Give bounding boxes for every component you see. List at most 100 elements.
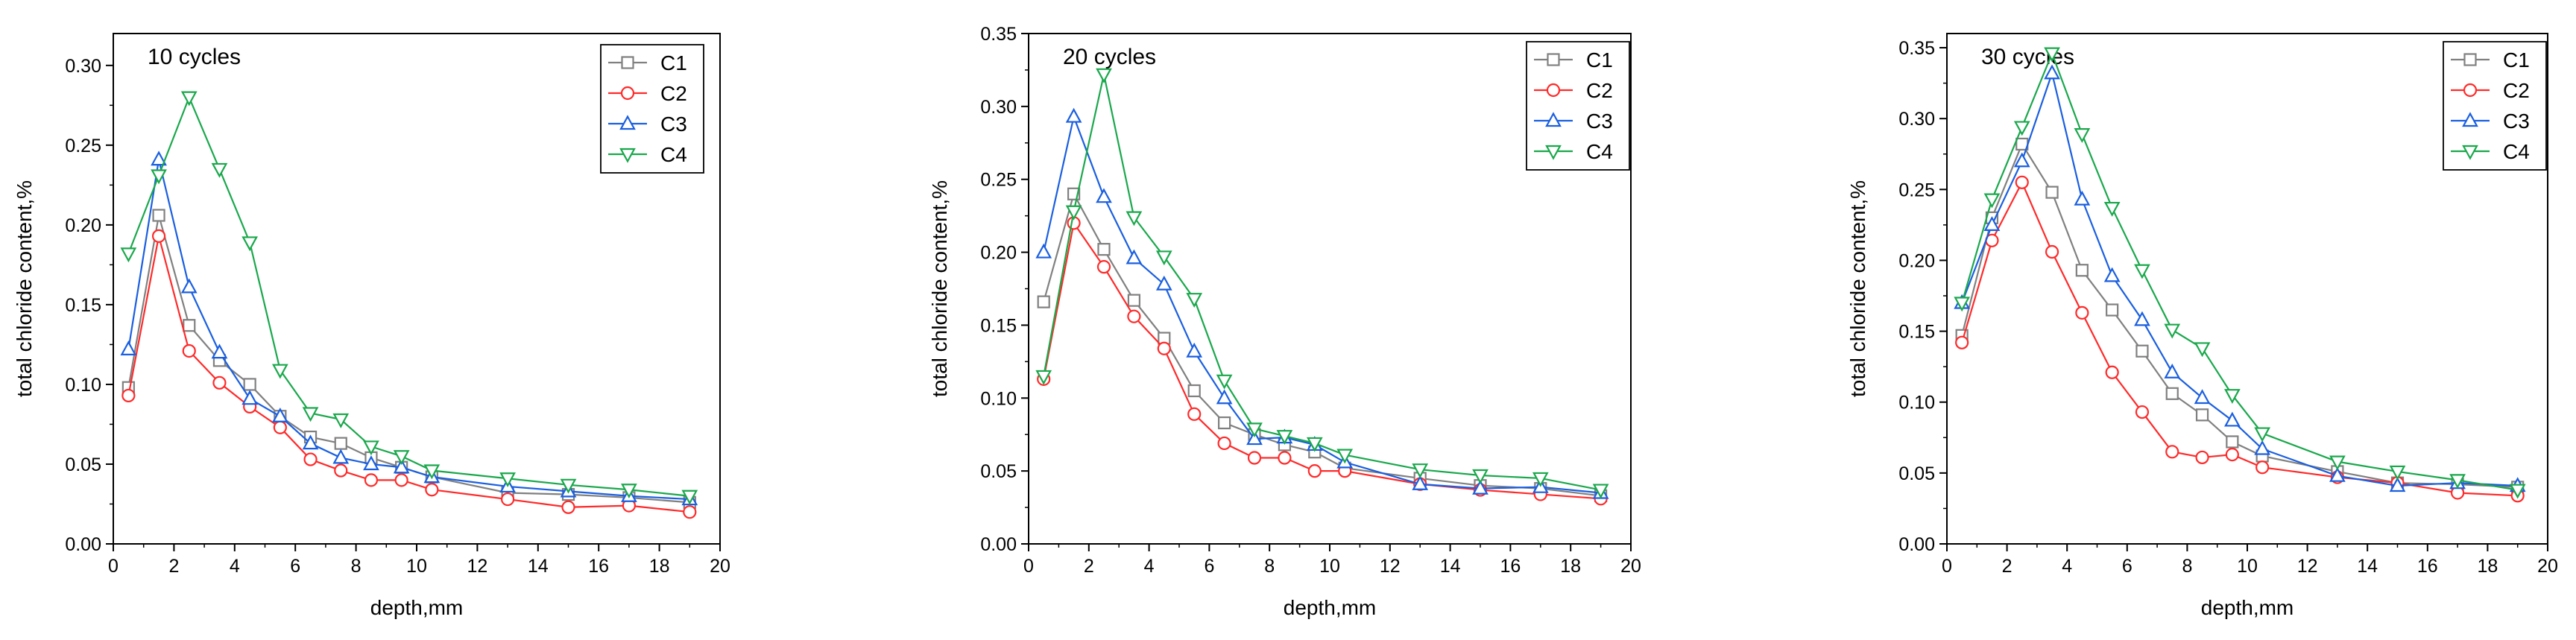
data-point <box>423 464 441 480</box>
data-point <box>1186 342 1203 358</box>
data-point <box>1217 416 1231 430</box>
data-point <box>1037 295 1050 308</box>
legend-label-C2: C2 <box>1586 79 1613 102</box>
data-point <box>1412 475 1429 490</box>
data-point <box>1983 216 2001 231</box>
data-point <box>2103 201 2121 217</box>
data-point <box>2105 365 2119 379</box>
data-point <box>2015 175 2029 189</box>
data-point <box>121 388 136 403</box>
legend-marker-C1 <box>1547 53 1560 66</box>
data-point <box>1155 275 1172 291</box>
data-point <box>1247 451 1262 465</box>
data-point <box>211 162 228 178</box>
data-point <box>2164 323 2181 339</box>
data-point <box>363 455 379 471</box>
data-point <box>1187 384 1201 398</box>
x-tick-label: 10 <box>406 556 427 577</box>
data-point <box>393 450 410 466</box>
chart-title: 10 cycles <box>148 45 241 69</box>
data-point <box>211 343 228 359</box>
data-point <box>1127 309 1141 323</box>
legend-label-C1: C1 <box>660 51 687 75</box>
data-point <box>2223 411 2241 427</box>
data-point <box>363 440 379 456</box>
data-point <box>182 343 196 358</box>
y-tick-label: 0.30 <box>1898 109 1935 130</box>
y-axis-label: total chloride content,% <box>1846 180 1869 397</box>
data-point <box>2164 363 2181 378</box>
series-C3 <box>1035 107 1609 499</box>
x-tick-label: 0 <box>1942 556 1952 577</box>
data-point <box>1217 436 1231 451</box>
legend-label-C3: C3 <box>1586 110 1613 133</box>
y-tick-label: 0.35 <box>1898 38 1935 59</box>
legend-label-C4: C4 <box>2503 140 2530 163</box>
data-point <box>1216 389 1233 405</box>
legend-label-C3: C3 <box>2503 110 2530 133</box>
series-C3 <box>120 151 698 506</box>
data-point <box>1307 464 1322 478</box>
y-tick-label: 0.10 <box>980 388 1017 409</box>
data-point <box>2329 466 2346 482</box>
chart-title: 20 cycles <box>1063 45 1156 69</box>
data-point <box>1954 297 1971 312</box>
data-point <box>180 91 198 107</box>
x-tick-label: 16 <box>588 556 609 577</box>
series-line-C2 <box>1961 180 2518 497</box>
data-point <box>302 434 319 450</box>
x-tick-label: 10 <box>1319 556 1340 577</box>
data-point <box>1097 243 1111 256</box>
legend-label-C2: C2 <box>2503 79 2530 102</box>
x-tick-label: 2 <box>168 556 179 577</box>
x-tick-label: 0 <box>1023 556 1034 577</box>
series-C3 <box>1954 64 2526 492</box>
series-line-C1 <box>1961 142 2518 488</box>
data-point <box>1065 107 1082 123</box>
x-tick-label: 4 <box>2062 556 2072 577</box>
data-point <box>2106 303 2119 317</box>
data-point <box>302 407 319 422</box>
data-point <box>273 420 287 434</box>
series-C2 <box>121 229 697 519</box>
data-point <box>1412 463 1429 478</box>
data-point <box>1187 407 1202 421</box>
data-point <box>499 472 516 488</box>
data-point <box>1336 449 1354 464</box>
data-point <box>2044 64 2060 80</box>
data-point <box>334 463 348 478</box>
data-point <box>2194 342 2211 358</box>
series-C1 <box>1955 137 2525 494</box>
data-point <box>2135 405 2150 419</box>
data-point <box>1532 472 1549 487</box>
legend-label-C4: C4 <box>660 143 687 166</box>
y-axis-label: total chloride content,% <box>13 180 36 397</box>
legend-box <box>600 44 704 174</box>
data-point <box>2389 477 2406 492</box>
y-tick-label: 0.15 <box>1898 322 1935 343</box>
x-tick-label: 2 <box>2002 556 2012 577</box>
data-point <box>2135 344 2149 358</box>
data-point <box>2045 244 2059 259</box>
data-point <box>2223 389 2241 405</box>
data-point <box>2075 264 2089 277</box>
data-point <box>1186 293 1203 308</box>
x-tick-label: 18 <box>649 556 670 577</box>
data-point <box>2013 121 2030 136</box>
data-point <box>683 505 697 519</box>
x-tick-label: 6 <box>2122 556 2133 577</box>
data-point <box>271 364 288 379</box>
x-tick-label: 4 <box>1144 556 1155 577</box>
legend-marker-C2 <box>2463 83 2478 98</box>
data-point <box>2194 389 2211 405</box>
y-tick-label: 0.05 <box>980 461 1017 482</box>
chart-panel-3: 0 2 4 6 8 10 12 14 16 18 20 0.00 0.05 0.10 0.15 0.20 0.2… <box>1846 33 2558 619</box>
chart-panel-2: 0 2 4 6 8 10 12 14 16 18 20 0.00 0.05 0.10 0.15 0.20 0.2… <box>928 24 1641 619</box>
legend-marker-C4 <box>619 148 636 163</box>
data-point <box>243 378 256 391</box>
data-point <box>151 169 167 185</box>
data-point <box>2254 440 2271 455</box>
data-point <box>2509 484 2526 499</box>
chart-panel-1: 0 2 4 6 8 10 12 14 16 18 20 0.00 0.05 0.10 0.15 0.20 0.2… <box>13 33 730 619</box>
